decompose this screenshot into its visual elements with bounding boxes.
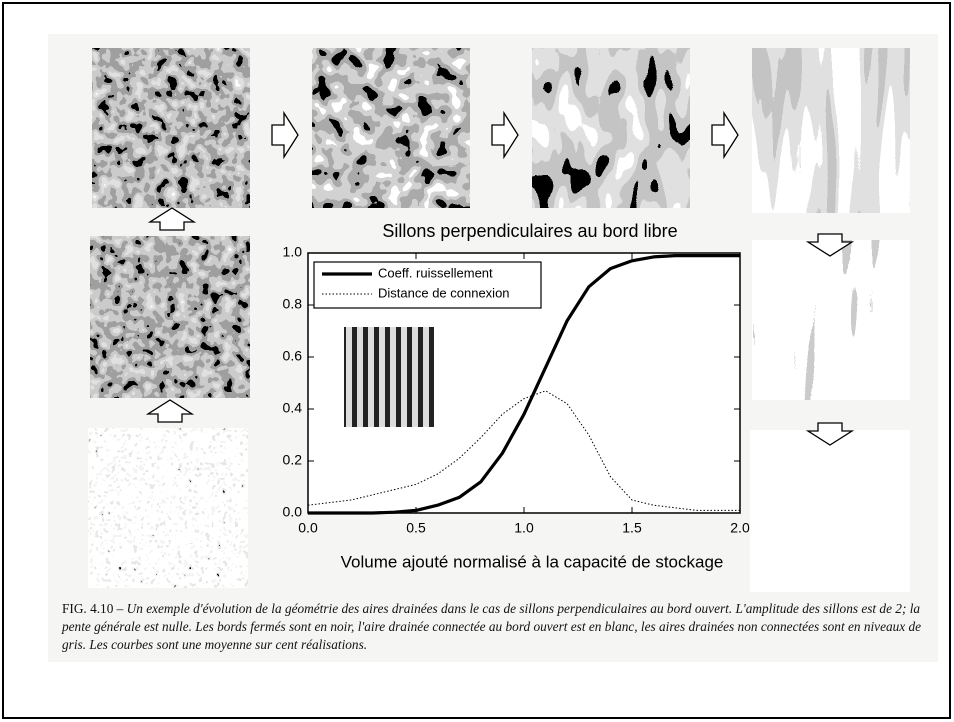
- caption-label: FIG. 4.10 –: [62, 601, 124, 616]
- panel: [89, 235, 251, 399]
- caption-text: Un exemple d'évolution de la géométrie d…: [62, 601, 922, 652]
- panel: [91, 47, 251, 209]
- panel: [311, 47, 471, 209]
- y-tick-label: 0.2: [283, 452, 303, 468]
- x-tick-label: 2.0: [730, 520, 750, 536]
- inset-image: [344, 327, 434, 427]
- y-tick-label: 1.0: [283, 244, 303, 260]
- x-tick-label: 1.0: [514, 520, 534, 536]
- x-tick-label: 0.0: [298, 520, 318, 536]
- chart-title: Sillons perpendiculaires au bord libre: [382, 221, 677, 241]
- y-tick-label: 0.0: [283, 504, 303, 520]
- plot-frame: [307, 252, 741, 514]
- y-tick-label: 0.8: [283, 296, 303, 312]
- panel: [531, 47, 691, 209]
- caption: FIG. 4.10 – Un exemple d'évolution de la…: [62, 600, 926, 654]
- panel: [87, 427, 249, 589]
- x-axis-label: Volume ajouté normalisé à la capacité de…: [341, 552, 724, 571]
- y-tick-label: 0.6: [283, 348, 303, 364]
- panel: [751, 47, 911, 214]
- series-line: [307, 390, 740, 511]
- legend-box: [313, 261, 542, 309]
- panel: [749, 429, 911, 593]
- panel: [751, 239, 911, 401]
- texture-panels: [87, 47, 911, 593]
- x-tick-label: 1.5: [622, 520, 642, 536]
- x-tick-label: 0.5: [406, 520, 426, 536]
- y-tick-label: 0.4: [283, 400, 303, 416]
- chart: Sillons perpendiculaires au bord libre V…: [283, 221, 750, 572]
- legend-label: Distance de connexion: [378, 285, 510, 300]
- legend-label: Coeff. ruissellement: [378, 265, 493, 280]
